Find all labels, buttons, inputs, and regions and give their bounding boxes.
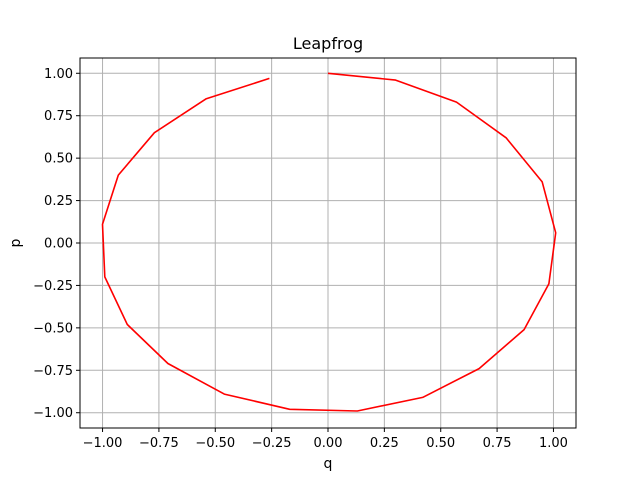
- y-tick-label: −0.50: [33, 321, 73, 336]
- chart-title: Leapfrog: [293, 34, 363, 53]
- y-tick-label: −0.25: [33, 279, 73, 294]
- y-tick-label: 0.50: [44, 152, 73, 167]
- y-tick-label: 0.25: [44, 194, 73, 209]
- x-tick-label: 0.00: [314, 436, 343, 451]
- x-axis-label: q: [324, 456, 333, 472]
- y-axis-label: p: [8, 238, 24, 247]
- x-tick-label: −0.25: [252, 436, 292, 451]
- x-tick-label: 0.50: [426, 436, 455, 451]
- y-tick-label: −0.75: [33, 364, 73, 379]
- y-tick-label: −1.00: [33, 406, 73, 421]
- x-tick-label: 0.25: [370, 436, 399, 451]
- x-tick-label: −1.00: [83, 436, 123, 451]
- x-tick-label: −0.75: [139, 436, 179, 451]
- grid-lines: [80, 58, 576, 428]
- series-line-0: [101, 72, 557, 412]
- series-layer: [101, 72, 557, 412]
- y-tick-label: 1.00: [44, 67, 73, 82]
- y-tick-label: 0.75: [44, 109, 73, 124]
- x-tick-label: −0.50: [195, 436, 235, 451]
- axis-ticks: −1.00 −0.75 −0.50 −0.25 0.00 0.25 0.50 0.75 1.00…: [33, 67, 568, 451]
- x-tick-label: 1.00: [539, 436, 568, 451]
- y-tick-label: 0.00: [44, 237, 73, 252]
- x-tick-label: 0.75: [483, 436, 512, 451]
